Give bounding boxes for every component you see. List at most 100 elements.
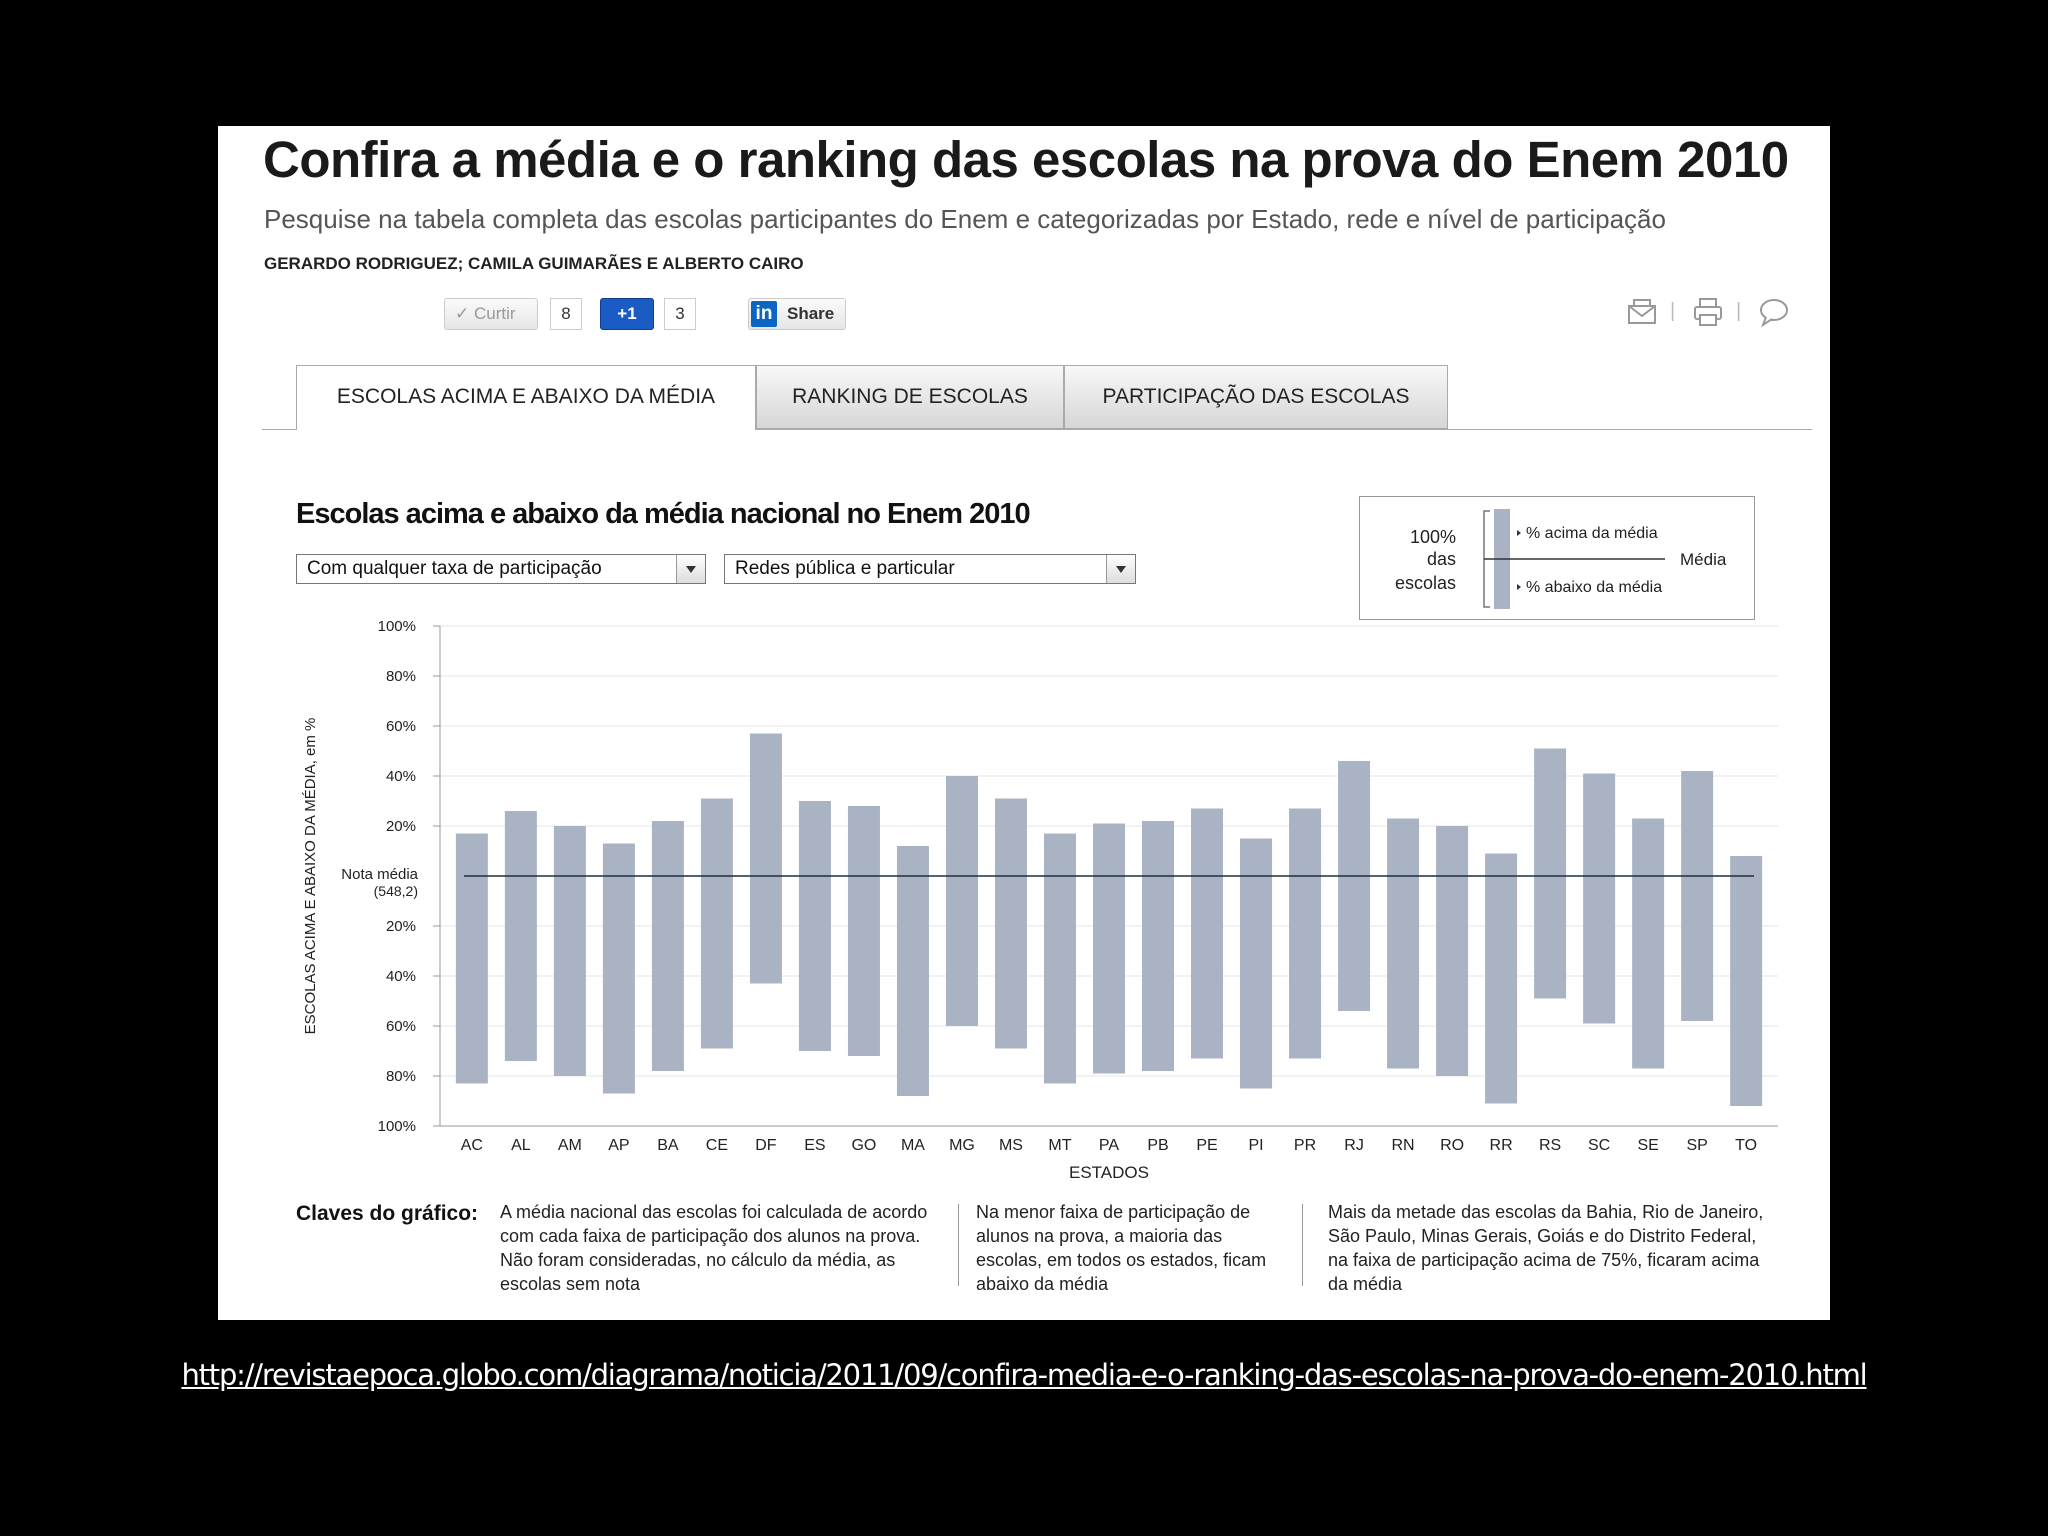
- y-tick-label: 100%: [378, 1118, 416, 1135]
- linkedin-share-button[interactable]: in Share: [748, 298, 846, 330]
- tab-bar-line: [262, 429, 1812, 430]
- plus-one-button[interactable]: +1: [600, 298, 654, 330]
- like-button[interactable]: ✓ Curtir: [444, 298, 538, 330]
- chevron-down-icon[interactable]: [1106, 555, 1135, 583]
- x-tick-label: RS: [1539, 1137, 1561, 1154]
- x-tick-label: PA: [1099, 1137, 1119, 1154]
- bar-pi: [1240, 838, 1273, 1089]
- x-tick-label: AP: [608, 1137, 629, 1154]
- print-icon[interactable]: [1692, 296, 1724, 328]
- x-tick-label: AL: [511, 1137, 531, 1154]
- tab-participation[interactable]: PARTICIPAÇÃO DAS ESCOLAS: [1064, 365, 1448, 429]
- bars: [455, 733, 1763, 1106]
- bar-chart: 100%80%60%40%20%20%40%60%80%100% AC AL AM A…: [302, 618, 1778, 1182]
- x-tick-label: MG: [949, 1137, 975, 1154]
- y-tick-label: 80%: [386, 1068, 416, 1085]
- participation-select-value: Com qualquer taxa de participação: [307, 558, 602, 579]
- chart-keys-title: Claves do gráfico:: [296, 1202, 479, 1225]
- bar-am: [553, 826, 586, 1076]
- email-icon[interactable]: [1626, 296, 1658, 328]
- y-tick-label: 60%: [386, 1018, 416, 1035]
- x-tick-label: MA: [901, 1137, 925, 1154]
- x-tick-label: PE: [1196, 1137, 1217, 1154]
- bar-ac: [455, 833, 488, 1084]
- x-tick-labels: AC AL AM AP BA CE DF ES GO MA MG MS MT PA PB PE PI PR RJ RN…: [461, 1137, 1757, 1154]
- authors-byline: GERARDO RODRIGUEZ; CAMILA GUIMARÃES E AL…: [264, 254, 804, 273]
- legend-left-line-1: 100%: [1410, 527, 1456, 547]
- bar-mg: [945, 776, 978, 1026]
- bar-pa: [1093, 823, 1125, 1074]
- linkedin-icon: in: [751, 301, 777, 327]
- y-tick-label: 60%: [386, 718, 416, 735]
- key-divider: [958, 1204, 959, 1286]
- x-tick-label: AC: [461, 1137, 483, 1154]
- source-url-link[interactable]: http://revistaepoca.globo.com/diagrama/n…: [181, 1358, 1867, 1392]
- article-panel: Confira a média e o ranking das escolas …: [218, 126, 1830, 1320]
- page-title: Confira a média e o ranking das escolas …: [263, 131, 1789, 188]
- chart-legend: 100% das escolas % acima da média % abai…: [1359, 496, 1755, 620]
- y-tick-label: 40%: [386, 968, 416, 985]
- comment-icon[interactable]: [1758, 296, 1790, 328]
- x-tick-label: MS: [999, 1137, 1023, 1154]
- bar-ro: [1436, 826, 1469, 1076]
- chevron-down-icon[interactable]: [676, 555, 705, 583]
- legend-graphic: 100% das escolas % acima da média % abai…: [1395, 509, 1727, 609]
- tab-ranking[interactable]: RANKING DE ESCOLAS: [756, 365, 1064, 429]
- bar-ms: [994, 798, 1027, 1049]
- bar-to: [1730, 856, 1763, 1106]
- bar-ba: [651, 821, 684, 1071]
- bar-mt: [1043, 833, 1076, 1084]
- plus-one-count: 3: [664, 298, 696, 330]
- bar-rs: [1534, 748, 1567, 999]
- bar-pb: [1142, 821, 1175, 1071]
- reference-label: Nota média: [341, 866, 418, 883]
- participation-select[interactable]: Com qualquer taxa de participação: [296, 554, 706, 584]
- key-divider: [1302, 1204, 1303, 1286]
- bar-go: [847, 806, 880, 1056]
- x-tick-label: SP: [1686, 1137, 1707, 1154]
- bar-al: [504, 811, 537, 1061]
- legend-above-label: % acima da média: [1526, 525, 1658, 542]
- x-tick-label: SE: [1637, 1137, 1658, 1154]
- tab-above-below-average[interactable]: ESCOLAS ACIMA E ABAIXO DA MÉDIA: [296, 365, 756, 430]
- legend-mean-label: Média: [1680, 550, 1727, 569]
- x-tick-label: AM: [558, 1137, 582, 1154]
- x-tick-label: RO: [1440, 1137, 1464, 1154]
- y-axis-title: ESCOLAS ACIMA E ABAIXO DA MÉDIA, em %: [302, 718, 319, 1035]
- bar-pr: [1289, 808, 1322, 1059]
- bar-sc: [1583, 773, 1616, 1024]
- chart-key-note: Mais da metade das escolas da Bahia, Rio…: [1328, 1202, 1764, 1294]
- bar-rn: [1387, 818, 1420, 1069]
- bar-ma: [896, 846, 929, 1096]
- bar-df: [749, 733, 782, 984]
- share-label: Share: [787, 304, 835, 323]
- x-tick-label: DF: [755, 1137, 777, 1154]
- bar-es: [798, 801, 831, 1051]
- x-tick-label: PB: [1147, 1137, 1168, 1154]
- bar-rj: [1338, 761, 1371, 1011]
- x-tick-label: PR: [1294, 1137, 1316, 1154]
- bar-pe: [1191, 808, 1224, 1059]
- bar-ce: [700, 798, 733, 1049]
- y-tick-labels: 100% 80% 60% 40% 20% 20% 40% 60% 80% 100%: [378, 618, 416, 1135]
- x-tick-label: RJ: [1344, 1137, 1364, 1154]
- x-tick-label: TO: [1735, 1137, 1757, 1154]
- page-subtitle: Pesquise na tabela completa das escolas …: [264, 204, 1666, 234]
- x-tick-label: RR: [1490, 1137, 1513, 1154]
- bar-rr: [1485, 853, 1518, 1104]
- legend-left-line-2: das: [1427, 549, 1456, 569]
- bar-se: [1632, 818, 1665, 1069]
- x-tick-label: RN: [1392, 1137, 1415, 1154]
- y-tick-label: 20%: [386, 818, 416, 835]
- legend-arrow-icon: [1517, 584, 1521, 590]
- y-tick-label: 40%: [386, 768, 416, 785]
- like-count: 8: [550, 298, 582, 330]
- tool-separator: |: [1670, 300, 1676, 322]
- network-select[interactable]: Redes pública e particular: [724, 554, 1136, 584]
- x-tick-label: CE: [706, 1137, 728, 1154]
- chart-title: Escolas acima e abaixo da média nacional…: [296, 498, 1031, 530]
- x-tick-label: ES: [804, 1137, 825, 1154]
- y-tick-label: 100%: [378, 618, 416, 635]
- chart-key-note: A média nacional das escolas foi calcula…: [500, 1202, 928, 1294]
- y-tick-label: 80%: [386, 668, 416, 685]
